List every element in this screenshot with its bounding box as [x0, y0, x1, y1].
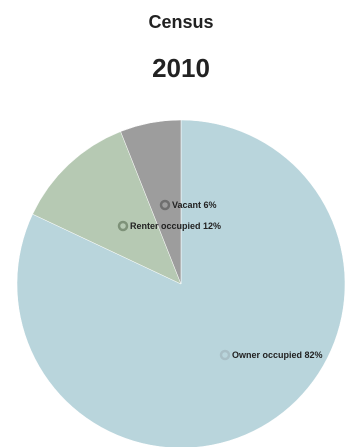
slice-label-renter-occupied: Renter occupied 12% — [117, 220, 221, 232]
pie-slices — [16, 119, 346, 447]
slice-marker-vacant — [159, 199, 171, 211]
slice-label-owner-occupied: Owner occupied 82% — [219, 349, 323, 361]
pie-slice-renter-occupied — [32, 131, 182, 285]
slice-label-text-vacant: Vacant 6% — [172, 200, 217, 210]
slice-label-vacant: Vacant 6% — [159, 199, 217, 211]
slice-marker-owner-occupied — [219, 349, 231, 361]
pie-slice-owner-occupied — [16, 119, 346, 447]
slice-label-text-renter-occupied: Renter occupied 12% — [130, 221, 221, 231]
chart-subtitle: 2010 — [152, 53, 210, 83]
pie-slice-vacant — [120, 119, 182, 285]
chart-title: Census — [148, 12, 213, 32]
slice-label-text-owner-occupied: Owner occupied 82% — [232, 350, 323, 360]
pie-labels: Owner occupied 82% Renter occupied 12% Vac… — [117, 199, 323, 361]
slice-marker-renter-occupied — [117, 220, 129, 232]
